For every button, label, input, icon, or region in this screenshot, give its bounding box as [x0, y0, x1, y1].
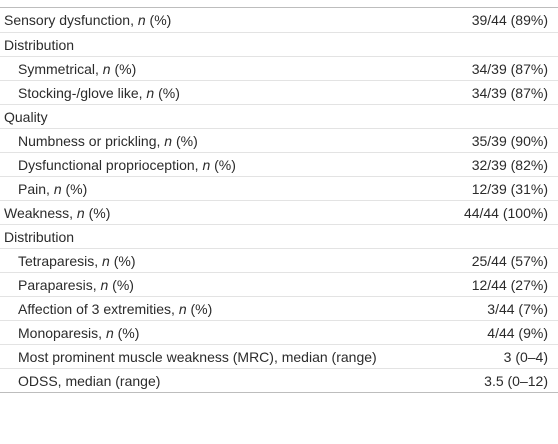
label-text: Distribution [4, 229, 75, 245]
table-row: Weakness, n (%) 44/44 (100%) [0, 200, 558, 224]
label-italic: n [53, 181, 62, 197]
table-row: Symmetrical, n (%) 34/39 (87%) [0, 56, 558, 80]
label-text: Quality [4, 109, 48, 125]
row-value: 3 (0–4) [503, 349, 548, 365]
label-suffix: (%) [154, 85, 180, 101]
row-label: ODSS, median (range) [18, 369, 160, 393]
row-value: 34/39 (87%) [471, 61, 548, 77]
label-suffix: (%) [108, 277, 134, 293]
row-value: 25/44 (57%) [471, 253, 548, 269]
label-suffix: (%) [109, 253, 136, 269]
row-label: Numbness or prickling, n (%) [18, 129, 198, 153]
label-italic: n [137, 12, 146, 28]
label-suffix: (%) [113, 325, 140, 341]
label-text: Paraparesis, [18, 277, 101, 293]
row-label: Stocking-/glove like, n (%) [18, 81, 180, 105]
table-row: Pain, n (%) 12/39 (31%) [0, 176, 558, 200]
label-text: Tetraparesis, [18, 253, 103, 269]
row-label: Monoparesis, n (%) [18, 321, 139, 345]
label-text: Dysfunctional proprioception, [18, 157, 203, 173]
row-value: 12/39 (31%) [471, 181, 548, 197]
table-row: Affection of 3 extremities, n (%) 3/44 (7… [0, 296, 558, 320]
label-italic: n [164, 133, 173, 149]
label-italic: n [102, 61, 111, 77]
table-row: Sensory dysfunction, n (%) 39/44 (89%) [0, 8, 558, 32]
row-label: Dysfunctional proprioception, n (%) [18, 153, 236, 177]
row-label: Quality [4, 105, 48, 129]
label-italic: n [202, 157, 211, 173]
label-text: Monoparesis, [18, 325, 106, 341]
label-suffix: (%) [210, 157, 236, 173]
label-text: Sensory dysfunction, [4, 12, 138, 28]
label-text: ODSS, median (range) [18, 373, 161, 389]
label-suffix: (%) [84, 205, 111, 221]
row-label: Most prominent muscle weakness (MRC), me… [18, 345, 377, 369]
row-value: 34/39 (87%) [471, 85, 548, 101]
row-value: 39/44 (89%) [471, 12, 548, 28]
row-value: 3.5 (0–12) [484, 373, 548, 389]
label-italic: n [100, 277, 109, 293]
row-value: 12/44 (27%) [471, 277, 548, 293]
label-italic: n [146, 85, 155, 101]
label-suffix: (%) [186, 301, 213, 317]
label-text: Numbness or prickling, [18, 133, 165, 149]
table-row: Most prominent muscle weakness (MRC), me… [0, 344, 558, 368]
label-italic: n [102, 253, 110, 269]
row-value: 35/39 (90%) [471, 133, 548, 149]
row-label: Distribution [4, 225, 74, 249]
table-row: Monoparesis, n (%) 4/44 (9%) [0, 320, 558, 344]
label-text: Most prominent muscle weakness (MRC), me… [18, 349, 377, 365]
row-label: Tetraparesis, n (%) [18, 249, 136, 273]
row-value: 44/44 (100%) [463, 205, 548, 221]
label-italic: n [178, 301, 187, 317]
label-text: Stocking-/glove like, [18, 85, 147, 101]
label-italic: n [105, 325, 114, 341]
label-italic: n [76, 205, 85, 221]
row-label: Affection of 3 extremities, n (%) [18, 297, 212, 321]
table-row: Distribution [0, 32, 558, 56]
row-value: 3/44 (7%) [487, 301, 548, 317]
table-row: ODSS, median (range) 3.5 (0–12) [0, 368, 558, 392]
label-text: Symmetrical, [18, 61, 103, 77]
label-text: Distribution [4, 37, 75, 53]
row-label: Symmetrical, n (%) [18, 57, 136, 81]
label-suffix: (%) [110, 61, 137, 77]
table-row: Stocking-/glove like, n (%) 34/39 (87%) [0, 80, 558, 104]
row-label: Paraparesis, n (%) [18, 273, 134, 297]
table-row: Distribution [0, 224, 558, 248]
label-text: Weakness, [4, 205, 77, 221]
table-row: Paraparesis, n (%) 12/44 (27%) [0, 272, 558, 296]
label-text: Affection of 3 extremities, [18, 301, 179, 317]
table: Sensory dysfunction, n (%) 39/44 (89%) Dis… [0, 7, 558, 393]
row-label: Sensory dysfunction, n (%) [4, 8, 171, 32]
row-value: 32/39 (82%) [471, 157, 548, 173]
row-label: Distribution [4, 33, 74, 57]
row-label: Pain, n (%) [18, 177, 87, 201]
table-row: Quality [0, 104, 558, 128]
label-suffix: (%) [172, 133, 198, 149]
row-value: 4/44 (9%) [487, 325, 548, 341]
table-row: Tetraparesis, n (%) 25/44 (57%) [0, 248, 558, 272]
label-suffix: (%) [61, 181, 88, 197]
label-text: Pain, [18, 181, 54, 197]
row-label: Weakness, n (%) [4, 201, 110, 225]
table-row: Dysfunctional proprioception, n (%) 32/39… [0, 152, 558, 176]
label-suffix: (%) [145, 12, 172, 28]
table-row: Numbness or prickling, n (%) 35/39 (90%) [0, 128, 558, 152]
